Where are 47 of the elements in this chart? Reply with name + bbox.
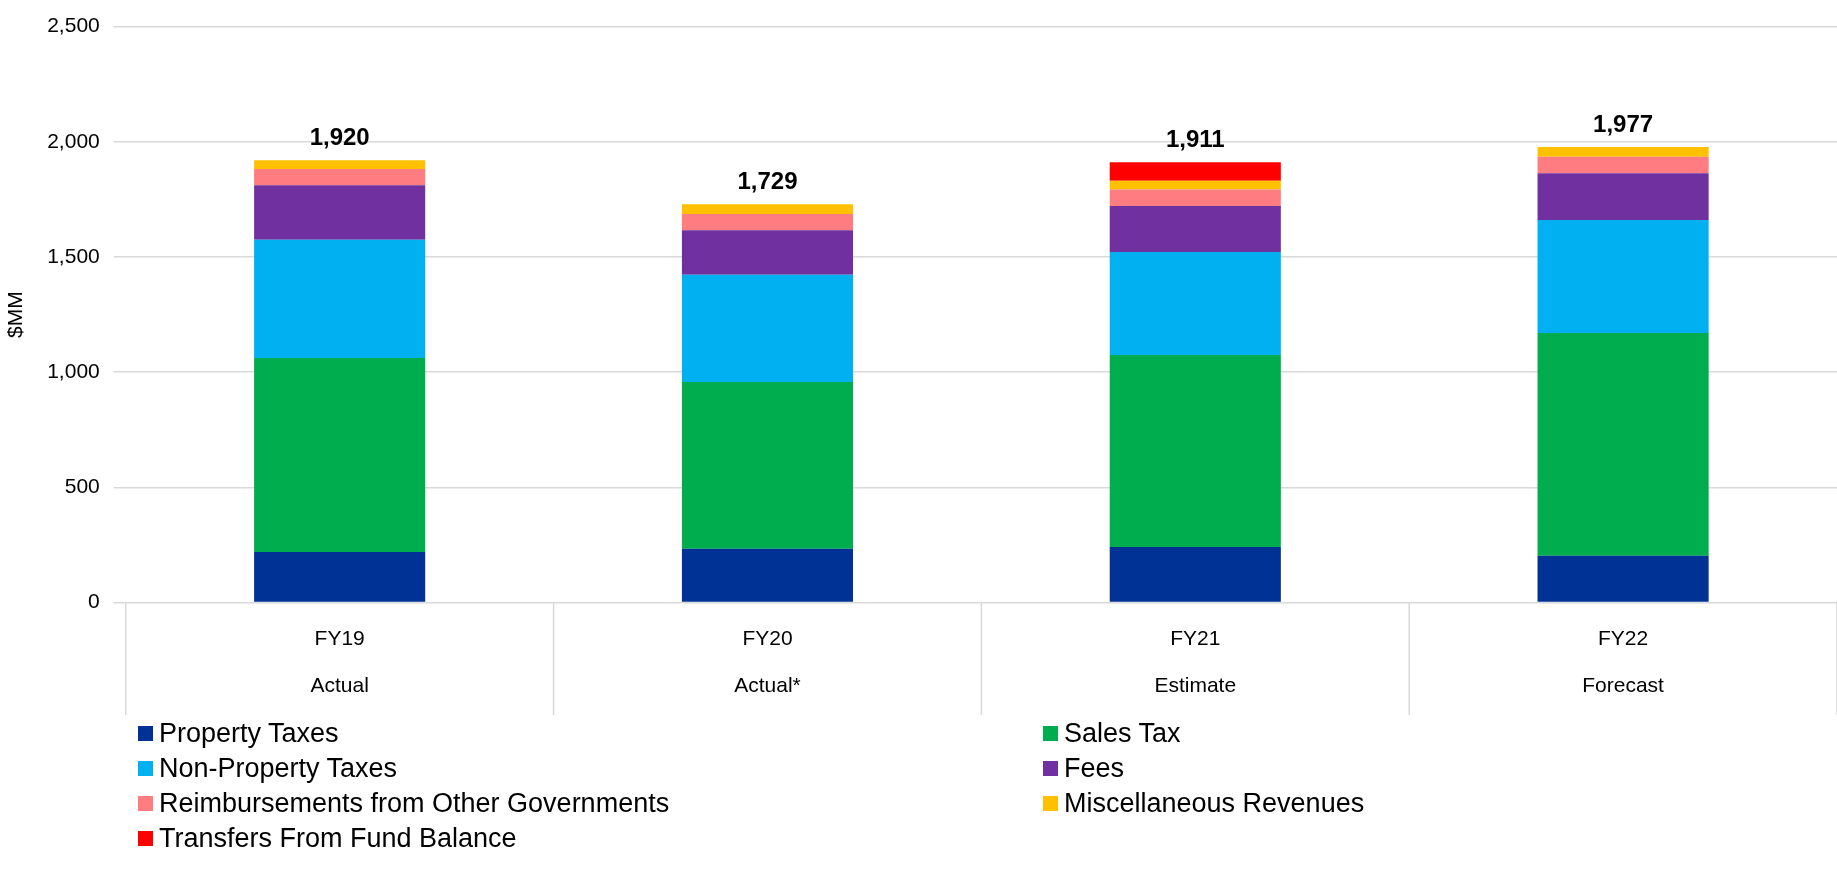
bar (254, 160, 426, 169)
y-tick-label: 2,500 (47, 13, 100, 37)
legend-label: Reimbursements from Other Governments (159, 788, 670, 819)
y-tick-label: 0 (88, 589, 100, 613)
bar (1537, 147, 1709, 157)
bar (681, 382, 854, 549)
x-tick-label: FY20 Actual* (734, 626, 801, 696)
bar (681, 230, 854, 275)
legend-label: Fees (1064, 753, 1125, 784)
y-tick-label: 1,000 (47, 359, 100, 382)
bar (1537, 219, 1709, 334)
x-tick-label: FY19 Actual (310, 626, 369, 696)
bar (1109, 354, 1281, 548)
bar (1109, 189, 1281, 207)
total-label: 1,911 (1165, 124, 1225, 152)
legend-label: Property Taxes (159, 718, 339, 749)
y-tick-label: 2,000 (47, 128, 100, 152)
legend-label: Sales Tax (1064, 718, 1181, 749)
bar (254, 239, 426, 358)
legend-label: Non-Property Taxes (159, 753, 398, 784)
legend-label: Transfers From Fund Balance (159, 823, 517, 854)
bar (1537, 333, 1709, 556)
x-tick-label: FY21 Estimate (1154, 626, 1237, 696)
bar (254, 357, 426, 552)
bar (681, 548, 854, 602)
legend-label: Miscellaneous Revenues (1064, 788, 1365, 819)
y-axis-title: $MM (3, 291, 27, 338)
x-tick-label: FY22 Forecast (1582, 626, 1665, 696)
bar (681, 213, 854, 231)
bar (254, 168, 426, 186)
bar (1537, 156, 1709, 174)
bar (1537, 173, 1709, 220)
bar (1109, 180, 1281, 190)
bar (1109, 251, 1281, 355)
bar (1109, 206, 1281, 252)
bar (254, 185, 426, 240)
bar (681, 204, 854, 214)
bar (254, 551, 426, 602)
bar (681, 274, 854, 383)
total-label: 1,729 (737, 166, 798, 194)
bar (1109, 547, 1281, 602)
y-tick-label: 1,500 (47, 243, 100, 267)
total-label: 1,977 (1593, 109, 1654, 137)
bar (1537, 555, 1709, 602)
total-label: 1,920 (309, 122, 370, 150)
bar (1109, 162, 1281, 181)
y-tick-label: 500 (64, 474, 100, 498)
